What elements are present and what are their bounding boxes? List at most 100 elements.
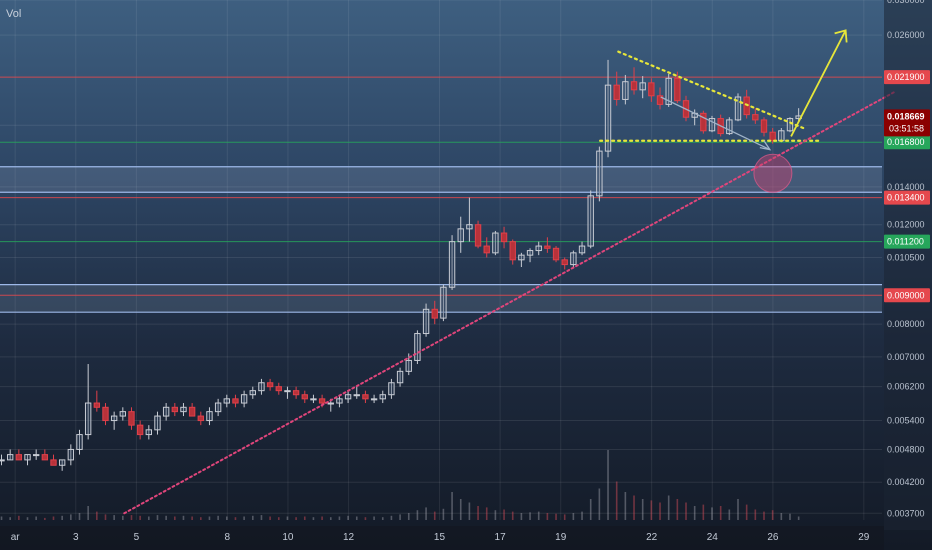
candle-body — [370, 398, 378, 401]
candle — [578, 241, 586, 256]
volume-bar — [355, 516, 358, 520]
candle — [232, 394, 239, 408]
volume-bar — [407, 513, 410, 520]
candle — [275, 382, 282, 395]
candle-body — [232, 398, 239, 404]
volume-bar — [745, 504, 748, 520]
volume-bar — [676, 499, 679, 520]
volume-bar — [286, 516, 289, 520]
candle — [353, 386, 360, 399]
volume-bar — [182, 515, 185, 520]
candle — [708, 115, 716, 133]
last-price-bg — [884, 109, 930, 137]
candle-body — [526, 250, 534, 256]
candle-body — [327, 402, 334, 405]
candle — [249, 386, 256, 399]
volume-bar — [511, 511, 514, 520]
candle-body — [457, 228, 464, 243]
candle — [492, 230, 499, 256]
candle-body — [604, 84, 612, 152]
pullback-arrow-head — [759, 140, 772, 151]
y-tick-label: 0.004800 — [887, 444, 925, 454]
candle — [41, 449, 49, 461]
x-tick-label: 26 — [767, 532, 779, 543]
candle — [726, 117, 733, 136]
level-badge: 0.009000 — [884, 288, 930, 303]
candle — [162, 403, 170, 421]
volume-bar — [199, 517, 202, 520]
candle — [760, 117, 768, 137]
volume-bar — [243, 516, 245, 520]
volume-bar — [269, 516, 271, 520]
x-tick-label: 10 — [282, 532, 294, 543]
candle-body — [353, 394, 360, 397]
candle-body — [405, 359, 412, 372]
candle-body — [778, 130, 785, 142]
candle-body — [24, 454, 31, 461]
candle — [6, 449, 14, 461]
volume-bar — [148, 516, 150, 520]
candle-body — [483, 245, 490, 254]
candle-body — [613, 84, 620, 100]
volume-bar — [563, 514, 566, 520]
volume-bar — [122, 515, 124, 520]
level-badge: 0.016800 — [884, 135, 930, 150]
x-tick-label: 5 — [134, 532, 140, 543]
volume-bar — [650, 500, 653, 520]
candle — [301, 390, 308, 404]
level-badge-bg — [884, 135, 930, 150]
volume-bar — [737, 499, 739, 520]
candles — [0, 59, 802, 471]
candle — [518, 252, 525, 267]
volume-bar — [139, 515, 141, 520]
volume-bar — [373, 516, 375, 520]
candle — [292, 386, 300, 399]
candle-body — [50, 459, 57, 466]
y-tick-label: 0.012000 — [887, 220, 925, 230]
x-tick-label: 29 — [858, 532, 870, 543]
candle-body — [500, 232, 508, 243]
candle-body — [379, 394, 386, 400]
candle — [570, 250, 577, 267]
volume-bar — [130, 515, 133, 520]
rising-trendline — [123, 91, 896, 515]
candle-body — [561, 259, 568, 266]
candle-body — [318, 398, 326, 404]
volume-bar — [113, 515, 115, 520]
candle-body — [535, 245, 542, 252]
volume-bar — [598, 488, 601, 520]
candle — [50, 454, 57, 466]
volume-bar — [537, 511, 540, 520]
volume-bar — [390, 515, 393, 520]
volume-bar — [165, 515, 167, 520]
candle — [769, 128, 776, 144]
candle — [310, 394, 317, 404]
candle — [188, 403, 196, 417]
candle — [596, 146, 603, 202]
candle-body — [284, 390, 291, 393]
candle — [223, 394, 230, 408]
candle-body — [266, 382, 274, 388]
volume-bar — [459, 499, 462, 520]
volume-bar — [191, 516, 193, 520]
candle-body — [180, 406, 187, 413]
candle — [509, 239, 516, 265]
candle-body — [362, 394, 369, 400]
x-tick-label: 8 — [225, 532, 231, 543]
volume-bar — [295, 517, 297, 520]
volume-bar — [711, 507, 713, 520]
candle — [15, 449, 23, 461]
volume-bar — [503, 509, 505, 520]
volume-bar — [572, 513, 575, 520]
level-badge: 0.021900 — [884, 70, 930, 85]
candle-body — [206, 411, 213, 422]
candle-body — [509, 241, 516, 261]
candle-body — [102, 406, 109, 422]
candle — [266, 378, 274, 391]
candle — [587, 190, 594, 249]
candle — [284, 386, 291, 399]
price-axis: 0.0300000.0260000.0180000.0140000.012000… — [884, 0, 932, 530]
candle — [734, 93, 742, 122]
